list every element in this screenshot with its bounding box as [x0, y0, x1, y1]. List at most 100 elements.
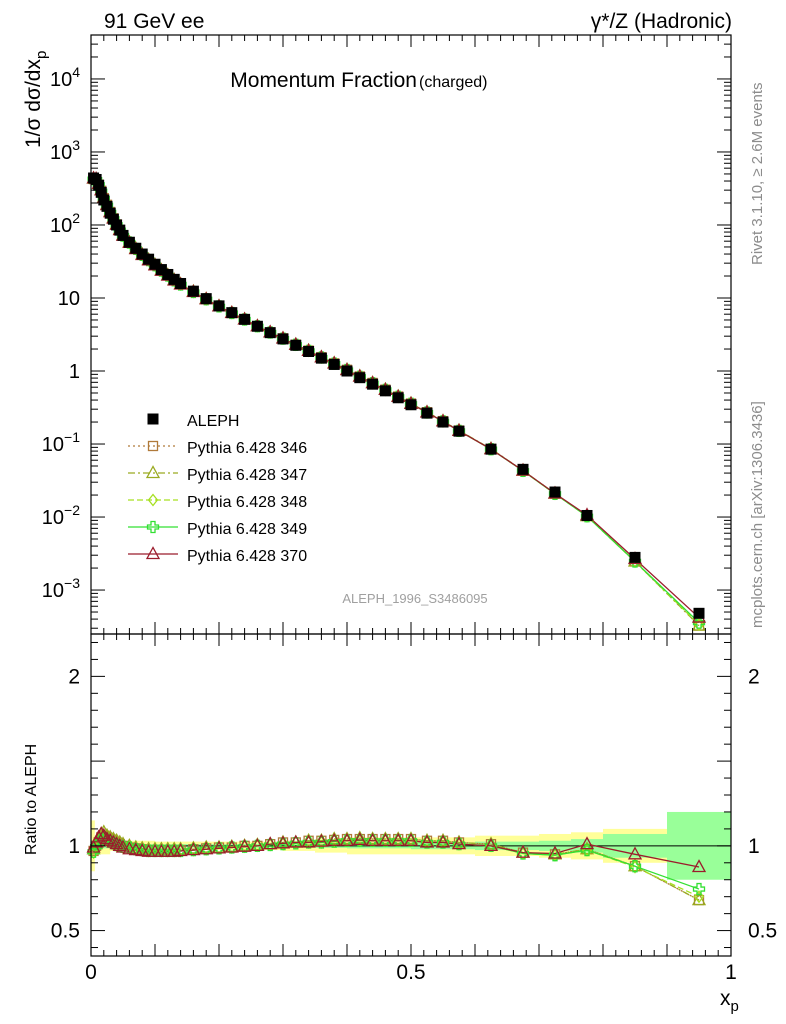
point-aleph: [95, 186, 107, 198]
point-aleph: [367, 378, 379, 390]
point-aleph: [143, 253, 155, 265]
legend-marker: [147, 493, 159, 507]
ratio-point-pythia-6-428-370: [391, 832, 406, 846]
svg-text:Rivet 3.1.10, ≥ 2.6M events: Rivet 3.1.10, ≥ 2.6M events: [749, 83, 766, 266]
point-aleph: [107, 213, 119, 225]
ratio-y-tick-label: 2: [68, 665, 80, 688]
point-aleph: [453, 425, 465, 437]
point-aleph: [581, 509, 593, 521]
ratio-point-pythia-6-428-370: [112, 837, 127, 851]
ratio-point-pythia-6-428-370: [96, 827, 111, 841]
point-aleph: [213, 300, 225, 312]
ratio-point-pythia-6-428-349: [289, 837, 302, 850]
ratio-point-pythia-6-428-370: [186, 842, 201, 856]
point-aleph: [155, 264, 167, 276]
point-aleph: [290, 339, 302, 351]
legend-marker: [145, 546, 161, 560]
ratio-point-pythia-6-428-370: [99, 831, 115, 845]
point-aleph: [517, 463, 529, 475]
ratio-point-pythia-6-428-370: [547, 845, 563, 859]
ratio-point-pythia-6-428-370: [691, 859, 707, 873]
x-tick-label: 0: [85, 961, 97, 984]
ratio-point-pythia-6-428-370: [109, 836, 124, 850]
process-label: γ*/Z (Hadronic): [591, 10, 732, 33]
point-aleph: [549, 486, 561, 498]
ratio-point-pythia-6-428-370: [435, 834, 451, 848]
y-tick-label: 10: [58, 288, 80, 310]
ratio-y-tick-label: 1: [68, 835, 80, 858]
point-aleph: [341, 365, 353, 377]
ratio-point-pythia-6-428-370: [403, 832, 419, 846]
legend-label: Pythia 6.428 347: [187, 467, 307, 484]
point-aleph: [251, 320, 263, 332]
legend-label: Pythia 6.428 370: [187, 548, 307, 565]
point-aleph: [226, 307, 238, 319]
legend-label: Pythia 6.428 348: [187, 494, 307, 511]
ratio-point-pythia-6-428-370: [288, 834, 303, 848]
point-aleph: [693, 607, 705, 619]
point-aleph: [485, 443, 497, 455]
ratio-point-pythia-6-428-349: [264, 838, 277, 852]
point-aleph: [328, 358, 340, 370]
ratio-point-pythia-6-428-370: [122, 841, 137, 855]
legend-item-pythia-6-428-346: Pythia 6.428 346: [128, 440, 307, 457]
ratio-point-pythia-6-428-370: [106, 834, 121, 848]
ratio-point-pythia-6-428-370: [263, 836, 278, 850]
ratio-point-pythia-6-428-370: [378, 832, 393, 846]
ratio-point-pythia-6-428-370: [173, 843, 188, 857]
legend-label: ALEPH: [187, 413, 239, 430]
y-tick-label: 1: [69, 361, 80, 383]
point-aleph: [90, 173, 102, 185]
rivet-version-label: Rivet 3.1.10, ≥ 2.6M events: [749, 83, 766, 266]
point-aleph: [315, 352, 327, 364]
ratio-point-pythia-6-428-370: [339, 832, 355, 846]
svg-text:Ratio to ALEPH: Ratio to ALEPH: [23, 744, 40, 855]
main-y-axis-label: 1/σ dσ/dxp: [22, 51, 50, 148]
mcplots-source-label: mcplots.cern.ch [arXiv:1306.3436]: [749, 401, 766, 628]
point-aleph: [303, 345, 315, 357]
ratio-point-pythia-6-428-370: [314, 833, 329, 847]
ratio-point-pythia-6-428-370: [224, 839, 239, 853]
ratio-point-pythia-6-428-370: [515, 844, 531, 858]
point-aleph: [629, 551, 641, 563]
ratio-point-pythia-6-428-349: [548, 849, 562, 862]
point-aleph: [93, 179, 105, 191]
legend-item-pythia-6-428-370: Pythia 6.428 370: [128, 546, 307, 565]
point-aleph: [200, 293, 212, 305]
ratio-point-pythia-6-428-370: [128, 842, 143, 856]
point-aleph: [379, 385, 391, 397]
x-tick-label: 1: [725, 961, 737, 984]
ratio-point-pythia-6-428-349: [353, 834, 366, 847]
ratio-axes: 0 0.5 10.5 0.51 12 2: [51, 633, 777, 984]
ratio-point-pythia-6-428-370: [275, 835, 291, 849]
ratio-point-pythia-6-428-370: [94, 826, 109, 840]
point-aleph: [175, 277, 187, 289]
legend-item-pythia-6-428-349: Pythia 6.428 349: [128, 520, 307, 538]
ratio-point-pythia-6-428-370: [250, 837, 265, 851]
ratio-point-pythia-6-428-349: [276, 837, 290, 851]
ratio-point-pythia-6-428-370: [483, 837, 499, 851]
legend-marker: [147, 413, 159, 425]
svg-text:mcplots.cern.ch [arXiv:1306.34: mcplots.cern.ch [arXiv:1306.3436]: [749, 401, 766, 628]
plot-title: Momentum Fraction: [230, 69, 417, 92]
point-aleph: [264, 327, 276, 339]
ratio-point-pythia-6-428-370: [301, 834, 316, 848]
ratio-y-tick-label-right: 2: [748, 665, 760, 688]
ratio-y-axis-label: Ratio to ALEPH: [23, 744, 40, 855]
ratio-point-pythia-6-428-348: [629, 860, 641, 874]
y-tick-label: 104: [50, 64, 80, 91]
point-aleph: [277, 333, 289, 345]
ratio-point-pythia-6-428-348: [693, 890, 705, 904]
y-tick-label: 103: [50, 137, 80, 164]
main-series-markers: [86, 170, 707, 632]
point-aleph: [149, 258, 161, 270]
point-aleph: [98, 194, 110, 206]
analysis-watermark: ALEPH_1996_S3486095: [342, 591, 487, 606]
energy-label: 91 GeV ee: [104, 10, 204, 33]
point-aleph: [187, 285, 199, 297]
point-aleph: [136, 248, 148, 260]
y-tick-label: 10−2: [42, 502, 80, 529]
ratio-point-pythia-6-428-370: [327, 832, 342, 846]
